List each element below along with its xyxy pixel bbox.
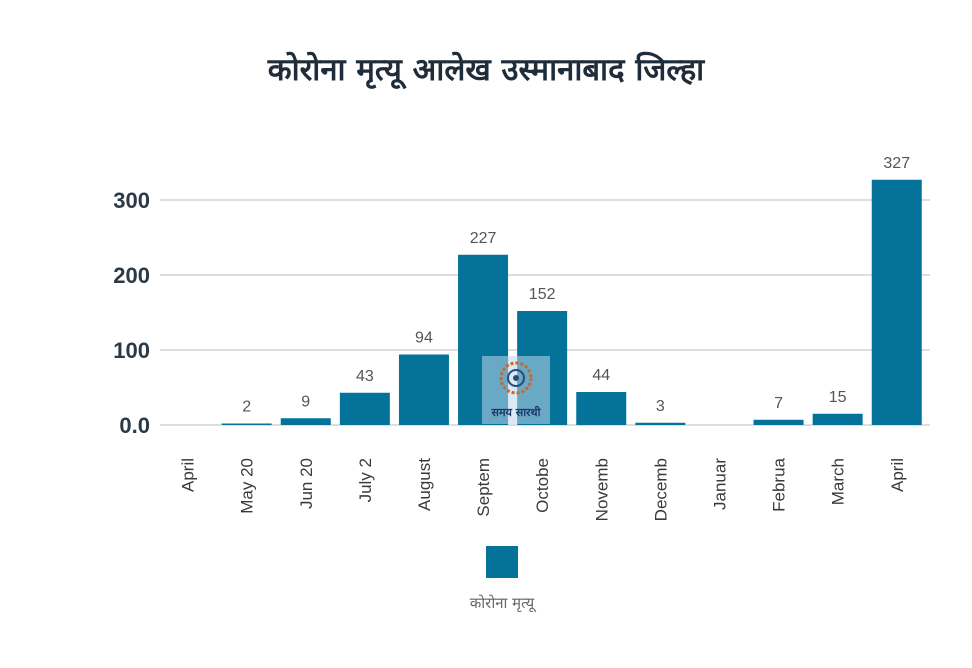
seal-icon [499, 361, 533, 395]
data-labels: 2 9 43 94 227 152 44 3 7 15 327 [242, 155, 910, 416]
x-tick-label: May 20 [238, 458, 257, 514]
legend-label: कोरोना मृत्यू [469, 594, 535, 612]
bar [812, 413, 863, 425]
x-tick-label: Jun 20 [297, 458, 316, 509]
data-label: 7 [774, 395, 783, 412]
watermark-text: समय सारथी [491, 406, 541, 419]
data-label: 2 [242, 399, 251, 416]
chart-title: कोरोना मृत्यू आलेख उस्मानाबाद जिल्हा [267, 52, 705, 88]
data-label: 3 [656, 398, 665, 415]
data-label: 15 [829, 389, 847, 406]
x-tick-label: August [415, 458, 434, 511]
data-label: 94 [415, 330, 433, 347]
data-label: 9 [301, 393, 310, 410]
data-label: 43 [356, 368, 374, 385]
x-tick-label: Septem [474, 458, 493, 517]
x-tick-label: Februa [770, 457, 789, 511]
bar [339, 392, 390, 425]
y-tick-label: 300 [113, 188, 150, 213]
bar [871, 179, 922, 425]
x-tick-label: Januar [710, 458, 729, 510]
bar [753, 419, 804, 425]
bar-chart: 0.0 100 200 300 2 9 43 94 227 152 44 3 7 15 327 April… [113, 155, 930, 521]
x-tick-label: April [179, 458, 198, 492]
bars [221, 179, 922, 425]
x-tick-label: Octobe [533, 458, 552, 513]
x-tick-label: Novemb [592, 458, 611, 521]
x-axis-ticks: April May 20 Jun 20 July 2 August Septem Octob… [179, 457, 907, 521]
bar [576, 392, 627, 425]
bar [635, 422, 686, 425]
x-tick-label: April [888, 458, 907, 492]
x-tick-label: Decemb [651, 458, 670, 521]
x-tick-label: March [829, 458, 848, 505]
y-tick-label: 0.0 [119, 413, 150, 438]
data-label: 152 [529, 286, 556, 303]
data-label: 227 [470, 230, 497, 247]
bar [280, 418, 331, 425]
y-tick-label: 200 [113, 263, 150, 288]
data-label: 327 [883, 155, 910, 172]
bar [221, 423, 272, 425]
x-tick-label: July 2 [356, 458, 375, 502]
legend-swatch [486, 546, 518, 578]
y-axis-ticks: 0.0 100 200 300 [113, 188, 150, 438]
watermark-logo: समय सारथी [482, 356, 550, 424]
data-label: 44 [592, 367, 610, 384]
y-tick-label: 100 [113, 338, 150, 363]
bar [398, 354, 449, 425]
